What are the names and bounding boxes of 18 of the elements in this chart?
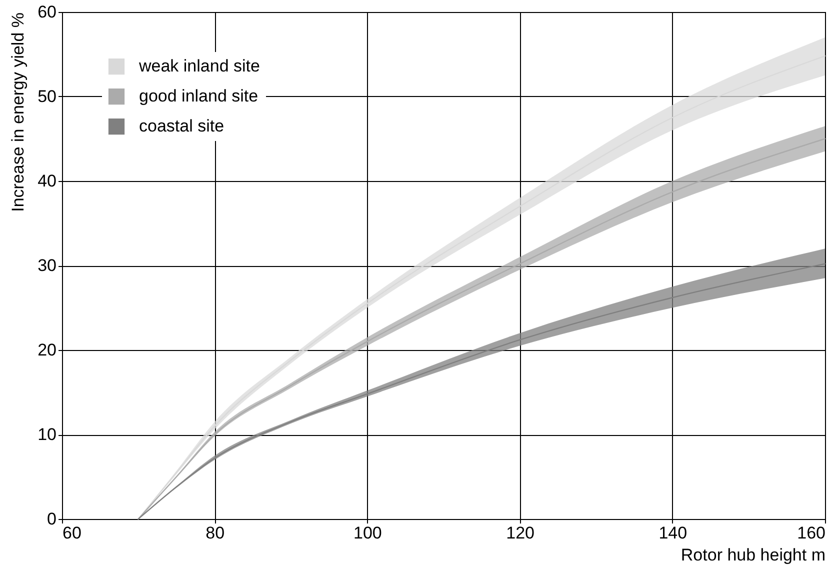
y-tick-label: 50 xyxy=(38,87,56,106)
y-tick-label: 30 xyxy=(38,256,56,275)
legend-label: good inland site xyxy=(139,86,258,106)
y-tick-label: 40 xyxy=(38,172,56,190)
legend-label: weak inland site xyxy=(138,56,260,76)
x-tick-label: 60 xyxy=(62,524,82,542)
y-tick-label: 0 xyxy=(47,510,56,528)
y-axis-title: Increase in energy yield % xyxy=(8,12,28,212)
legend-label: coastal site xyxy=(139,116,224,136)
x-tick-label: 160 xyxy=(797,524,826,542)
y-tick-label: 20 xyxy=(38,340,56,360)
y-tick-label: 10 xyxy=(38,425,56,444)
x-tick-label: 120 xyxy=(506,524,534,542)
x-tick-label: 100 xyxy=(354,524,382,542)
x-tick-label: 80 xyxy=(206,524,225,542)
x-tick-label: 140 xyxy=(658,524,688,542)
x-axis-title: Rotor hub height m xyxy=(680,546,826,564)
y-tick-label: 60 xyxy=(38,2,56,22)
